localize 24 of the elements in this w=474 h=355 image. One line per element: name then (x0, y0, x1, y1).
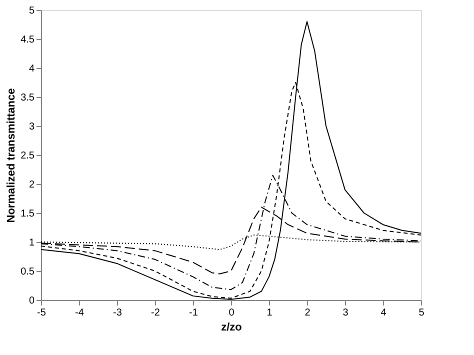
y-tick-label: 4 (28, 64, 35, 74)
y-tick-label: 0 (28, 296, 35, 306)
y-tick-label: 3 (28, 122, 35, 132)
y-tick-label: 1.5 (20, 208, 35, 220)
x-tick-label: 3 (342, 308, 349, 318)
x-tick-label: -3 (113, 308, 122, 318)
x-tick-label: 4 (380, 308, 387, 318)
x-tick-label: -4 (75, 308, 84, 318)
x-tick-label: 0 (228, 308, 235, 318)
y-tick-label: 2 (28, 180, 35, 190)
y-tick-label: 4.5 (20, 34, 35, 46)
x-axis-title: z/zo (221, 322, 242, 334)
x-tick-label: -2 (151, 308, 160, 318)
x-tick-label: 5 (418, 308, 425, 318)
y-tick-label: 3.5 (20, 92, 35, 104)
y-axis-title: Normalized transmittance (6, 88, 18, 223)
x-tick-label: 2 (304, 308, 311, 318)
y-tick-label: 0.5 (20, 266, 35, 278)
y-tick-label: 5 (28, 6, 35, 16)
y-tick-label: 1 (28, 238, 35, 248)
x-tick-label: -5 (37, 308, 46, 318)
x-tick-label: 1 (266, 308, 273, 318)
y-tick-label: 2.5 (20, 150, 35, 162)
x-tick-label: -1 (189, 308, 198, 318)
